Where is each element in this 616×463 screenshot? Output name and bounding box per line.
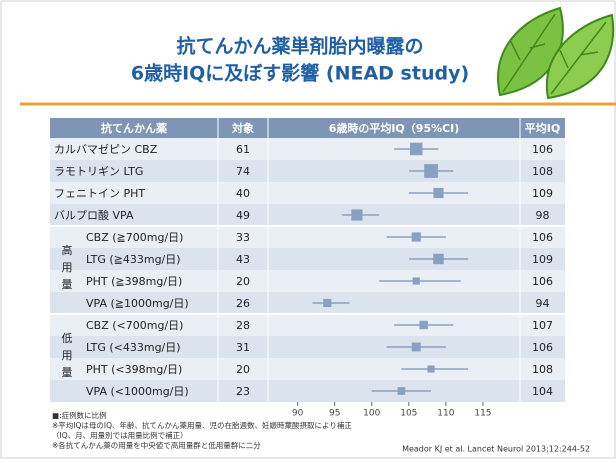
row-iq: 108	[532, 363, 553, 376]
column-header: 6歳時の平均IQ（95%CI)	[329, 121, 460, 135]
column-header: 対象	[231, 121, 254, 135]
row-label: PHT (<398mg/日)	[86, 363, 182, 376]
row-n: 49	[236, 209, 250, 222]
point-box	[419, 321, 427, 329]
row-iq: 106	[532, 143, 553, 156]
row-n: 23	[236, 385, 250, 398]
point-box	[412, 232, 421, 241]
footnote: ※各抗てんかん薬の用量を中央値で高用量群と低用量群に二分	[52, 440, 261, 450]
column-header: 抗てんかん薬	[101, 121, 168, 135]
row-label: PHT (≧398mg/日)	[86, 275, 182, 288]
row-n: 20	[236, 363, 250, 376]
row-label: バルプロ酸 VPA	[54, 208, 134, 222]
x-tick-label: 110	[437, 409, 454, 419]
point-box	[351, 209, 362, 220]
row-label: VPA (≧1000mg/日)	[86, 297, 189, 310]
point-box	[424, 164, 438, 178]
slide: 抗てんかん薬単剤胎内曝露の 6歳時IQに及ぼす影響 (NEAD study) 抗…	[0, 0, 616, 459]
x-tick-label: 100	[363, 409, 380, 419]
row-n: 74	[236, 165, 250, 178]
group-label: 低用量	[60, 332, 73, 383]
row-n: 31	[236, 341, 250, 354]
row-n: 43	[236, 253, 250, 266]
point-box	[323, 299, 331, 307]
row-n: 40	[236, 187, 250, 200]
point-box	[410, 143, 422, 155]
row-iq: 106	[532, 275, 553, 288]
footnote: （IQ、月、用量別では用量比例で補正）	[52, 430, 188, 440]
row-label: ラモトリギン LTG	[54, 165, 143, 178]
row-n: 61	[236, 143, 250, 156]
row-iq: 107	[532, 319, 553, 332]
point-box	[412, 343, 421, 352]
chart-title: 抗てんかん薬単剤胎内曝露の	[176, 35, 423, 58]
row-label: LTG (<433mg/日)	[86, 341, 181, 354]
row-label: フェニトイン PHT	[54, 187, 145, 200]
row-n: 20	[236, 275, 250, 288]
x-tick-label: 115	[474, 409, 491, 419]
point-box	[398, 387, 406, 395]
point-box	[433, 254, 443, 264]
row-iq: 106	[532, 231, 553, 244]
x-tick-label: 90	[292, 409, 304, 419]
row-iq: 108	[532, 165, 553, 178]
row-iq: 106	[532, 341, 553, 354]
row-iq: 98	[536, 209, 550, 222]
row-label: CBZ (<700mg/日)	[86, 319, 183, 332]
row-iq: 94	[536, 297, 550, 310]
point-box	[433, 188, 443, 198]
row-label: LTG (≧433mg/日)	[86, 253, 181, 266]
point-box	[413, 277, 420, 284]
row-label: VPA (<1000mg/日)	[86, 385, 189, 398]
x-tick-label: 105	[400, 409, 417, 419]
row-n: 26	[236, 297, 250, 310]
row-n: 28	[236, 319, 250, 332]
column-header: 平均IQ	[525, 121, 560, 135]
footnote: ■:症例数に比例	[52, 410, 107, 420]
row-iq: 109	[532, 253, 553, 266]
source: Meador KJ et al. Lancet Neurol 2013;12:2…	[402, 445, 590, 454]
row-iq: 104	[532, 385, 553, 398]
x-tick-label: 95	[329, 409, 340, 419]
group-label: 高用量	[60, 243, 73, 295]
row-n: 33	[236, 231, 250, 244]
chart-title: 6歳時IQに及ぼす影響 (NEAD study)	[131, 62, 469, 85]
point-box	[427, 365, 434, 372]
footnote: ※平均IQは母のIQ、年齢、抗てんかん薬用量、児の在胎週数、妊娠時葉酸摂取により…	[52, 420, 352, 430]
row-label: カルバマゼピン CBZ	[54, 143, 158, 156]
row-label: CBZ (≧700mg/日)	[86, 231, 183, 244]
row-iq: 109	[532, 187, 553, 200]
